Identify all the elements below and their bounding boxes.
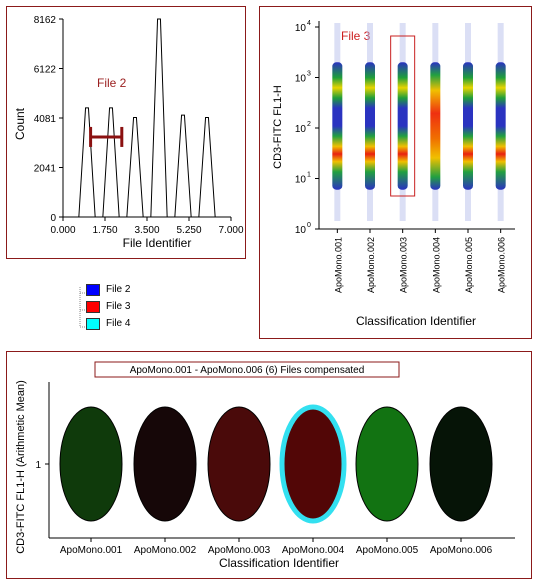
means-ellipse [279,404,347,524]
legend-tree-lines [79,287,88,328]
histogram-y-tick-label: 4081 [34,114,57,125]
means-category-label: ApoMono.003 [208,545,271,556]
scatter-y-tick-label: 10 [295,124,307,135]
scatter-density-column [397,62,408,190]
scatter-y-tick-exponent: 3 [307,71,311,78]
histogram-panel: Count File Identifier File 2 0 2041 4081 61… [6,6,246,259]
means-category-label: ApoMono.004 [282,545,345,556]
scatter-y-tick-label: 10 [295,225,307,236]
legend-label: File 4 [106,318,131,329]
scatter-annotation: File 3 [341,29,371,43]
means-title-box [94,361,400,378]
scatter-panel: CD3-FITC FL1-H Classification Identifier… [259,6,532,339]
legend-item-file-4[interactable]: File 4 [86,317,130,330]
scatter-y-tick-exponent: 0 [307,222,311,229]
histogram-x-tick-label: 5.250 [176,225,201,236]
means-y-tick-label: 1 [35,460,41,471]
histogram-x-tick-label: 3.500 [134,225,159,236]
histogram-peak [174,114,192,218]
scatter-category-label: ApoMono.002 [366,237,376,293]
means-y-label: CD3-FITC FL1-H (Arithmetic Mean) [15,380,27,554]
scatter-density-column [365,62,375,190]
means-chart: ApoMono.001 - ApoMono.006 (6) Files comp… [15,361,515,570]
means-x-label: Classification Identifier [219,556,339,570]
means-category-label: ApoMono.006 [430,545,493,556]
scatter-density-column [430,62,441,190]
histogram-y-tick-label: 0 [50,213,56,224]
legend-swatch [86,317,100,330]
means-panel: ApoMono.001 - ApoMono.006 (6) Files comp… [6,351,532,579]
legend-swatch [86,300,100,313]
histogram-x-tick-label: 0.000 [50,225,75,236]
means-category-label: ApoMono.002 [134,545,197,556]
histogram-peak [150,18,168,218]
histogram-y-label: Count [13,107,27,140]
histogram-x-tick-label: 1.750 [92,225,117,236]
legend: File 2 File 3 File 4 [76,283,166,339]
means-ellipse [59,406,123,522]
histogram-x-tick-label: 7.000 [218,225,243,236]
scatter-y-label: CD3-FITC FL1-H [272,85,284,169]
legend-swatch [86,283,100,296]
histogram-peak [102,107,120,218]
scatter-y-tick-label: 10 [295,175,307,186]
histogram-y-tick-label: 8162 [34,15,57,26]
means-category-label: ApoMono.001 [60,545,123,556]
means-ellipse [133,406,197,522]
scatter-y-tick-label: 10 [295,23,307,34]
scatter-category-label: ApoMono.001 [333,237,343,293]
scatter-density-column [332,62,343,190]
scatter-x-label: Classification Identifier [356,314,476,328]
histogram-y-tick-label: 6122 [34,65,57,76]
scatter-y-tick-label: 10 [295,74,307,85]
legend-item-file-3[interactable]: File 3 [86,300,130,313]
histogram-peak [126,117,144,218]
histogram-chart: Count File Identifier File 2 0 2041 4081 61… [13,15,244,250]
legend-item-file-2[interactable]: File 2 [86,283,130,296]
histogram-peak [78,107,96,218]
means-category-label: ApoMono.005 [356,545,419,556]
scatter-category-label: ApoMono.003 [399,237,409,293]
histogram-annotation: File 2 [97,76,127,90]
means-ellipse [355,406,419,522]
legend-label: File 3 [106,301,131,312]
scatter-category-label: ApoMono.006 [497,237,507,293]
scatter-y-tick-exponent: 2 [307,121,311,128]
scatter-gate-box [390,35,416,197]
scatter-density-column [463,62,473,190]
scatter-density-column [495,62,506,190]
legend-label: File 2 [106,284,131,295]
histogram-x-label: File Identifier [123,236,192,250]
scatter-category-label: ApoMono.005 [464,237,474,293]
means-ellipse [207,406,271,522]
histogram-peak [198,117,216,218]
scatter-y-tick-exponent: 4 [307,20,311,27]
scatter-category-label: ApoMono.004 [431,237,441,293]
means-ellipse [429,406,493,522]
means-title: ApoMono.001 - ApoMono.006 (6) Files comp… [130,365,365,376]
scatter-chart: CD3-FITC FL1-H Classification Identifier… [272,20,515,328]
scatter-y-tick-exponent: 1 [307,172,311,179]
histogram-y-tick-label: 2041 [34,164,57,175]
